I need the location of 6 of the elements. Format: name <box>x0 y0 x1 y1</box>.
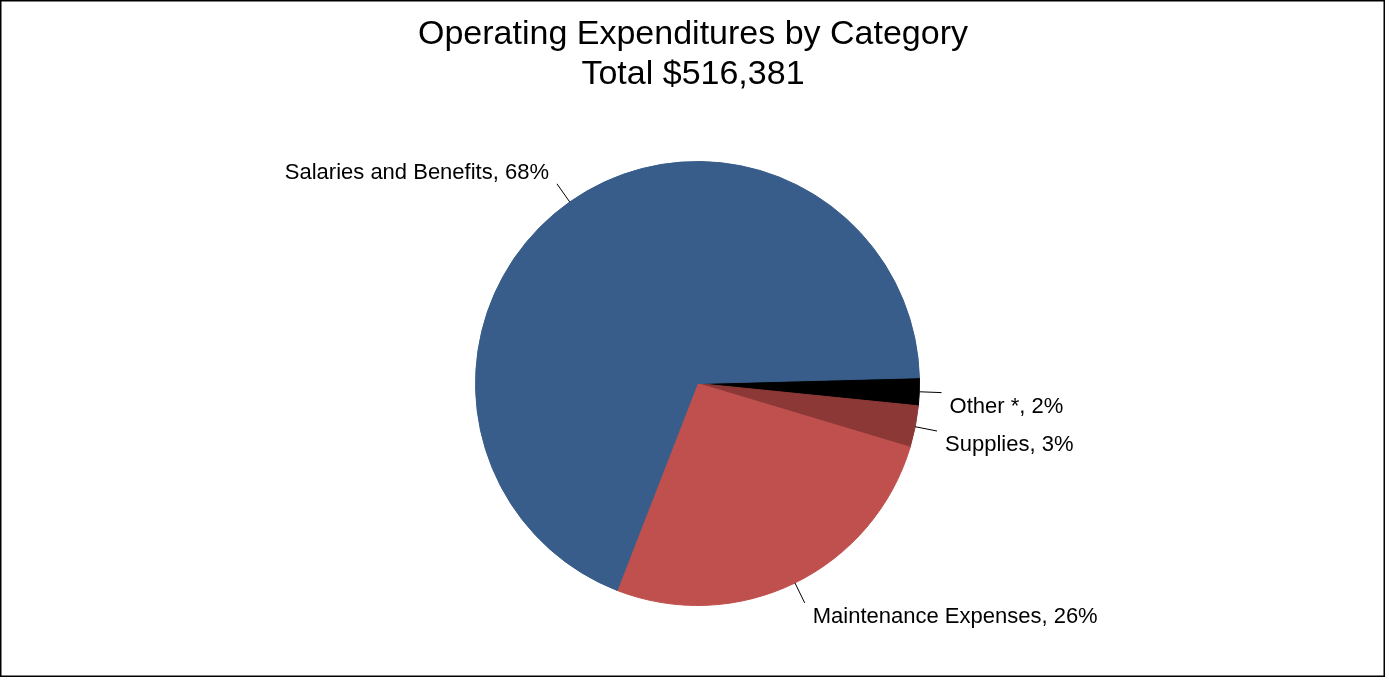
slice-label: Other *, 2% <box>949 392 1064 418</box>
slice-label: Maintenance Expenses, 26% <box>812 602 1098 628</box>
chart-subtitle: Total $516,381 <box>581 52 805 91</box>
slice-label: Salaries and Benefits, 68% <box>284 158 549 184</box>
chart-title: Operating Expenditures by Category <box>418 12 968 51</box>
slice-label: Supplies, 3% <box>945 431 1074 457</box>
